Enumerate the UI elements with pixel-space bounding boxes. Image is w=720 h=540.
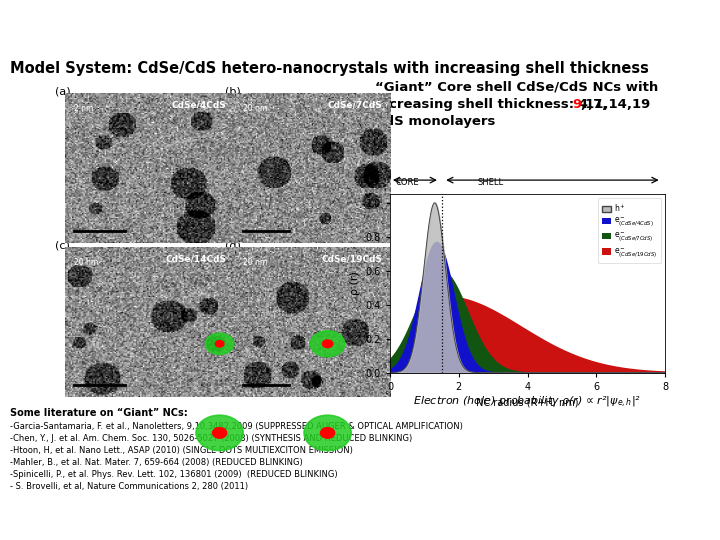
Text: CdS monolayers: CdS monolayers (375, 116, 495, 129)
Text: 20 nm: 20 nm (243, 104, 267, 113)
Text: “Giant” Core shell CdSe/CdS NCs with: “Giant” Core shell CdSe/CdS NCs with (375, 80, 658, 93)
Text: -Mahler, B., et al. Nat. Mater. 7, 659-664 (2008) (REDUCED BLINKING): -Mahler, B., et al. Nat. Mater. 7, 659-6… (10, 458, 302, 467)
Legend: h$^+$, e$^-_{(CdSe/4CdS)}$, e$^-_{(CdSe/7CdS)}$, e$^-_{(CdSe/19CdS)}$: h$^+$, e$^-_{(CdSe/4CdS)}$, e$^-_{(CdSe/… (598, 198, 661, 264)
Text: 9: 9 (572, 98, 581, 111)
Text: (a): (a) (55, 86, 71, 97)
Text: SHELL: SHELL (478, 178, 504, 187)
Text: 20 nm: 20 nm (243, 258, 267, 267)
Text: 2 nm: 2 nm (73, 104, 93, 113)
Y-axis label: ρ (r): ρ (r) (350, 272, 360, 295)
Text: Electron (hole) probability ρ(r) ∝ r²|ψ$_{e,h}$|²: Electron (hole) probability ρ(r) ∝ r²|ψ$… (413, 394, 642, 409)
Text: 20 nm: 20 nm (73, 258, 98, 267)
Text: -Spinicelli, P., et al. Phys. Rev. Lett. 102, 136801 (2009)  (REDUCED BLINKING): -Spinicelli, P., et al. Phys. Rev. Lett.… (10, 470, 338, 479)
Text: BICOCCA: BICOCCA (670, 26, 706, 35)
Text: -Chen, Y., J. et al. Am. Chem. Soc. 130, 5026-5027 (2008) (SYNTHESIS AND REDUCED: -Chen, Y., J. et al. Am. Chem. Soc. 130,… (10, 434, 413, 443)
Text: Model System: CdSe/CdS hetero-nanocrystals with increasing shell thickness: Model System: CdSe/CdS hetero-nanocrysta… (10, 62, 649, 76)
Text: CdSe/14CdS: CdSe/14CdS (166, 255, 227, 264)
Text: CdSe/7CdS: CdSe/7CdS (328, 100, 382, 110)
X-axis label: NC radius (R+H, nm): NC radius (R+H, nm) (476, 397, 579, 407)
Text: (c): (c) (55, 241, 70, 251)
Text: - S. Brovelli, et al, Nature Communications 2, 280 (2011): - S. Brovelli, et al, Nature Communicati… (10, 482, 248, 491)
Text: 19: 19 (13, 16, 44, 36)
Text: CdSe/19CdS: CdSe/19CdS (321, 255, 382, 264)
Text: Some literature on “Giant” NCs:: Some literature on “Giant” NCs: (10, 408, 188, 418)
Text: increasing shell thickness: 4,7,: increasing shell thickness: 4,7, (375, 98, 608, 111)
Text: ,11,14,19: ,11,14,19 (580, 98, 650, 111)
Text: (d): (d) (225, 241, 241, 251)
Text: (b): (b) (225, 86, 240, 97)
Text: -Garcia-Santamaria, F. et al., Nanoletters, 9,10,3482,2009 (SUPPRESSED AUGER & O: -Garcia-Santamaria, F. et al., Nanolette… (10, 422, 463, 431)
Text: CdSe/4CdS: CdSe/4CdS (172, 100, 227, 110)
Text: -Htoon, H, et al. Nano Lett., ASAP (2010) (SINGLE DOTS MULTIEXCITON EMISSION): -Htoon, H, et al. Nano Lett., ASAP (2010… (10, 446, 353, 455)
Text: CORE: CORE (395, 178, 419, 187)
